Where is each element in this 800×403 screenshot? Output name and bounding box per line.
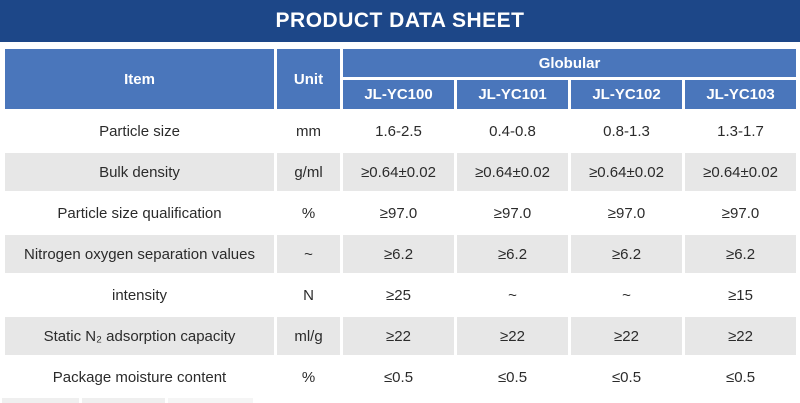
table-header: Item Unit Globular JL-YC100 JL-YC101 JL-… [2, 46, 800, 112]
item-cell: Particle size [2, 109, 277, 153]
value-cell: ≥15 [681, 273, 800, 317]
title-bar: PRODUCT DATA SHEET [0, 0, 800, 42]
partial-cell [168, 398, 253, 403]
value-cell: ≥0.64±0.02 [340, 150, 457, 194]
unit-cell: % [274, 191, 343, 235]
value-cell: ≤0.5 [681, 355, 800, 399]
table-row-intensity: intensity N ≥25 ~ ~ ≥15 [2, 273, 800, 317]
table-row-package-moisture: Package moisture content % ≤0.5 ≤0.5 ≤0.… [2, 355, 800, 399]
col-header-jl-yc101: JL-YC101 [454, 77, 571, 112]
value-cell: ≥6.2 [681, 232, 800, 276]
unit-cell: ml/g [274, 314, 343, 358]
value-cell: ≥25 [340, 273, 457, 317]
item-cell: Nitrogen oxygen separation values [2, 232, 277, 276]
unit-cell: % [274, 355, 343, 399]
table-row-nitrogen-oxygen-separation: Nitrogen oxygen separation values ~ ≥6.2… [2, 232, 800, 276]
partial-cell [2, 398, 79, 403]
unit-cell: ~ [274, 232, 343, 276]
col-header-jl-yc103: JL-YC103 [681, 77, 800, 112]
unit-cell: N [274, 273, 343, 317]
table-row-particle-size: Particle size mm 1.6-2.5 0.4-0.8 0.8-1.3… [2, 109, 800, 153]
value-cell: ≥97.0 [568, 191, 685, 235]
item-cell: Static N₂ adsorption capacity [2, 314, 277, 358]
page-title: PRODUCT DATA SHEET [275, 9, 525, 32]
next-table-partial-row [2, 398, 256, 403]
value-cell: ≥6.2 [340, 232, 457, 276]
value-cell: ~ [454, 273, 571, 317]
value-cell: ≥22 [681, 314, 800, 358]
value-cell: ≥22 [568, 314, 685, 358]
value-cell: 0.4-0.8 [454, 109, 571, 153]
col-header-item: Item [2, 46, 277, 112]
col-header-jl-yc102: JL-YC102 [568, 77, 685, 112]
value-cell: ≥6.2 [568, 232, 685, 276]
item-cell: Particle size qualification [2, 191, 277, 235]
value-cell: ≥97.0 [681, 191, 800, 235]
value-cell: ~ [568, 273, 685, 317]
value-cell: ≤0.5 [568, 355, 685, 399]
value-cell: ≥0.64±0.02 [681, 150, 800, 194]
value-cell: 1.3-1.7 [681, 109, 800, 153]
table-row-static-n2-adsorption: Static N₂ adsorption capacity ml/g ≥22 ≥… [2, 314, 800, 358]
value-cell: ≥22 [340, 314, 457, 358]
value-cell: ≥22 [454, 314, 571, 358]
value-cell: ≥97.0 [340, 191, 457, 235]
group-header-globular: Globular [339, 46, 800, 80]
table-row-particle-size-qualification: Particle size qualification % ≥97.0 ≥97.… [2, 191, 800, 235]
table-body: Particle size mm 1.6-2.5 0.4-0.8 0.8-1.3… [2, 109, 800, 399]
item-cell: intensity [2, 273, 277, 317]
product-spec-table: Item Unit Globular JL-YC100 JL-YC101 JL-… [2, 46, 800, 399]
unit-cell: mm [274, 109, 343, 153]
value-cell: ≤0.5 [454, 355, 571, 399]
value-cell: ≥6.2 [454, 232, 571, 276]
col-header-jl-yc100: JL-YC100 [340, 77, 457, 112]
partial-cell [82, 398, 165, 403]
item-cell: Bulk density [2, 150, 277, 194]
table-row-bulk-density: Bulk density g/ml ≥0.64±0.02 ≥0.64±0.02 … [2, 150, 800, 194]
value-cell: 1.6-2.5 [340, 109, 457, 153]
value-cell: 0.8-1.3 [568, 109, 685, 153]
value-cell: ≥0.64±0.02 [454, 150, 571, 194]
value-cell: ≥0.64±0.02 [568, 150, 685, 194]
value-cell: ≤0.5 [340, 355, 457, 399]
value-cell: ≥97.0 [454, 191, 571, 235]
col-header-unit: Unit [274, 46, 343, 112]
unit-cell: g/ml [274, 150, 343, 194]
item-cell: Package moisture content [2, 355, 277, 399]
